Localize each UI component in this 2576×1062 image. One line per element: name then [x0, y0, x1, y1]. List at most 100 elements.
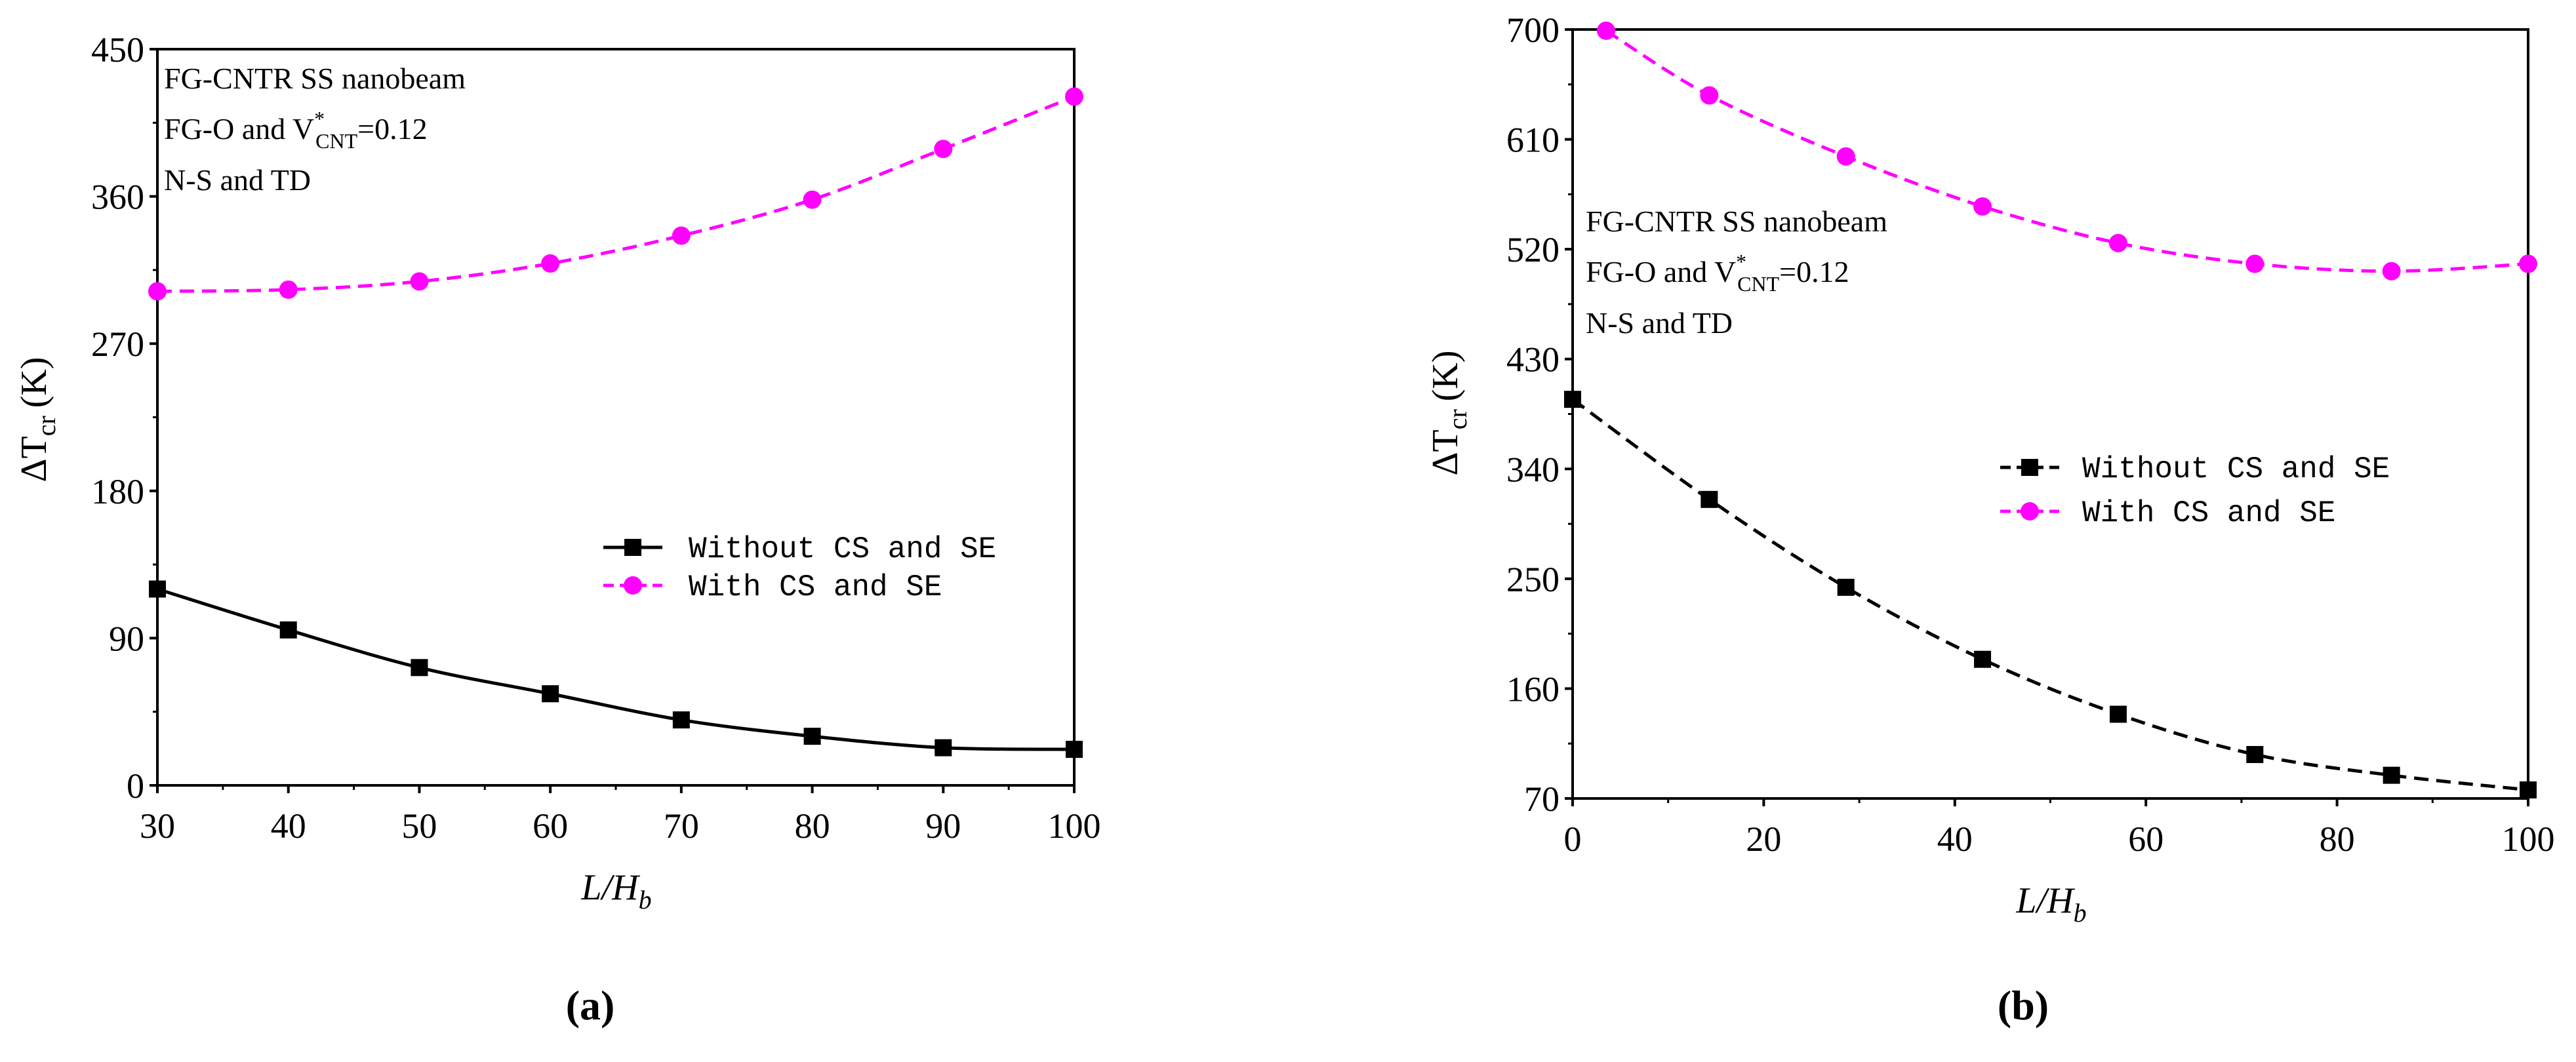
y-axis-label-sub: cr — [1443, 409, 1472, 429]
annotation-line-2-suffix: =0.12 — [357, 112, 427, 146]
data-point-circle — [934, 140, 953, 159]
y-tick-label: 250 — [1506, 560, 1560, 599]
x-tick-label: 0 — [1564, 819, 1582, 859]
annotation-line-1: FG-CNTR SS nanobeam — [164, 62, 466, 95]
y-tick-label: 610 — [1506, 121, 1560, 160]
annotation-line-2-suffix: =0.12 — [1779, 255, 1849, 288]
data-point-square — [149, 580, 166, 598]
y-axis-label-prefix: ΔT — [14, 436, 54, 482]
series-line-without-cs-se — [1571, 398, 2529, 792]
legend-marker-circle — [624, 576, 642, 595]
y-axis-label: ΔTcr (K) — [14, 357, 61, 482]
annotation-line-2-sup: * — [314, 107, 325, 130]
y-tick-label: 340 — [1506, 450, 1560, 489]
annotation-line-2-prefix: FG-O and V — [164, 112, 314, 146]
legend-label: With CS and SE — [689, 570, 942, 604]
y-axis-label-unit: (K) — [1425, 350, 1466, 401]
data-point-circle — [803, 190, 822, 209]
annotation-line-3: N-S and TD — [164, 163, 311, 197]
data-point-circle — [672, 226, 691, 245]
data-point-square — [2246, 745, 2264, 763]
legend-marker-circle — [2021, 502, 2039, 521]
x-tick-label: 30 — [140, 806, 175, 846]
x-axis-label-main: L/H — [580, 867, 640, 908]
data-point-square — [672, 711, 690, 729]
x-tick-label: 100 — [2502, 819, 2555, 859]
data-point-square — [1066, 741, 1083, 758]
data-point-square — [935, 739, 952, 757]
y-tick-label: 160 — [1506, 669, 1560, 709]
data-point-circle — [2245, 254, 2264, 273]
panel-label: (a) — [566, 982, 615, 1029]
data-point-square — [2520, 781, 2537, 798]
y-tick-label: 450 — [91, 30, 144, 69]
data-point-circle — [1700, 86, 1719, 105]
data-point-circle — [1836, 147, 1855, 166]
data-point-circle — [2108, 233, 2127, 252]
y-tick-label: 360 — [91, 178, 144, 217]
series-line-with-cs-se — [1605, 29, 2529, 273]
y-tick-label: 270 — [91, 324, 144, 364]
chart-panel-a: 30 40 50 60 70 80 90 100 0 90 180 270 360 450 L/Hb ΔTcr… — [14, 30, 1101, 1029]
annotation-line-1: FG-CNTR SS nanobeam — [1586, 205, 1887, 238]
x-tick-label: 20 — [1746, 819, 1781, 859]
data-point-circle — [1596, 21, 1615, 40]
y-axis-label-unit: (K) — [14, 357, 54, 408]
series-line-without-cs-se — [157, 587, 1075, 751]
annotation-line-2-prefix: FG-O and V — [1586, 255, 1736, 288]
panel-label: (b) — [1998, 982, 2049, 1029]
data-point-square — [1974, 650, 1992, 668]
y-tick-label: 180 — [91, 472, 144, 511]
y-tick-label: 90 — [109, 619, 144, 658]
data-point-circle — [410, 272, 429, 291]
annotation-line-2: FG-O and V* CNT=0.12 — [1586, 250, 1849, 296]
legend-label: Without CS and SE — [689, 532, 996, 566]
x-axis-label: L/Hb — [2015, 880, 2086, 928]
legend-marker-square — [2021, 459, 2038, 476]
x-axis-label-sub: b — [639, 885, 652, 914]
y-axis-label: ΔTcr (K) — [1425, 350, 1472, 475]
x-axis-label-sub: b — [2074, 898, 2087, 928]
data-point-circle — [2382, 262, 2401, 281]
x-tick-label: 50 — [401, 806, 437, 846]
y-axis-label-prefix: ΔT — [1425, 429, 1466, 475]
x-tick-label: 60 — [533, 806, 568, 846]
data-point-circle — [148, 282, 167, 301]
data-point-circle — [1973, 197, 1992, 216]
legend-label: Without CS and SE — [2082, 452, 2390, 486]
y-tick-label: 520 — [1506, 230, 1560, 269]
x-tick-label: 80 — [2320, 819, 2355, 859]
annotation-line-2-sub: CNT — [315, 129, 357, 153]
chart-panel-b: 0 20 40 60 80 100 70 160 250 340 430 520 610 700 L/Hb Δ… — [1425, 10, 2555, 1029]
y-tick-label: 0 — [127, 766, 144, 806]
y-tick-label: 70 — [1524, 779, 1560, 819]
data-point-square — [2109, 705, 2127, 723]
data-point-circle — [541, 254, 560, 273]
y-axis-label-sub: cr — [31, 416, 61, 436]
annotation-line-2-sub: CNT — [1737, 272, 1779, 296]
data-point-square — [803, 728, 821, 745]
data-point-square — [279, 621, 297, 639]
data-point-square — [1837, 578, 1855, 596]
y-tick-label: 430 — [1506, 340, 1560, 380]
x-tick-label: 40 — [271, 806, 306, 846]
x-tick-label: 90 — [925, 806, 961, 846]
data-point-square — [1701, 490, 1718, 508]
x-tick-label: 60 — [2128, 819, 2163, 859]
y-tick-label: 700 — [1506, 10, 1560, 50]
annotation-line-3: N-S and TD — [1586, 306, 1733, 340]
annotation-line-2-sup: * — [1736, 250, 1746, 273]
x-tick-label: 40 — [1937, 819, 1973, 859]
data-point-square — [411, 659, 428, 677]
data-point-circle — [279, 280, 298, 299]
data-point-circle — [1065, 87, 1083, 106]
legend-marker-square — [624, 539, 641, 556]
data-point-square — [1564, 391, 1581, 408]
x-axis-label: L/Hb — [580, 867, 651, 914]
annotation-line-2: FG-O and V* CNT=0.12 — [164, 107, 428, 153]
data-point-square — [2383, 766, 2400, 784]
x-tick-label: 70 — [664, 806, 699, 846]
data-point-square — [542, 685, 559, 703]
